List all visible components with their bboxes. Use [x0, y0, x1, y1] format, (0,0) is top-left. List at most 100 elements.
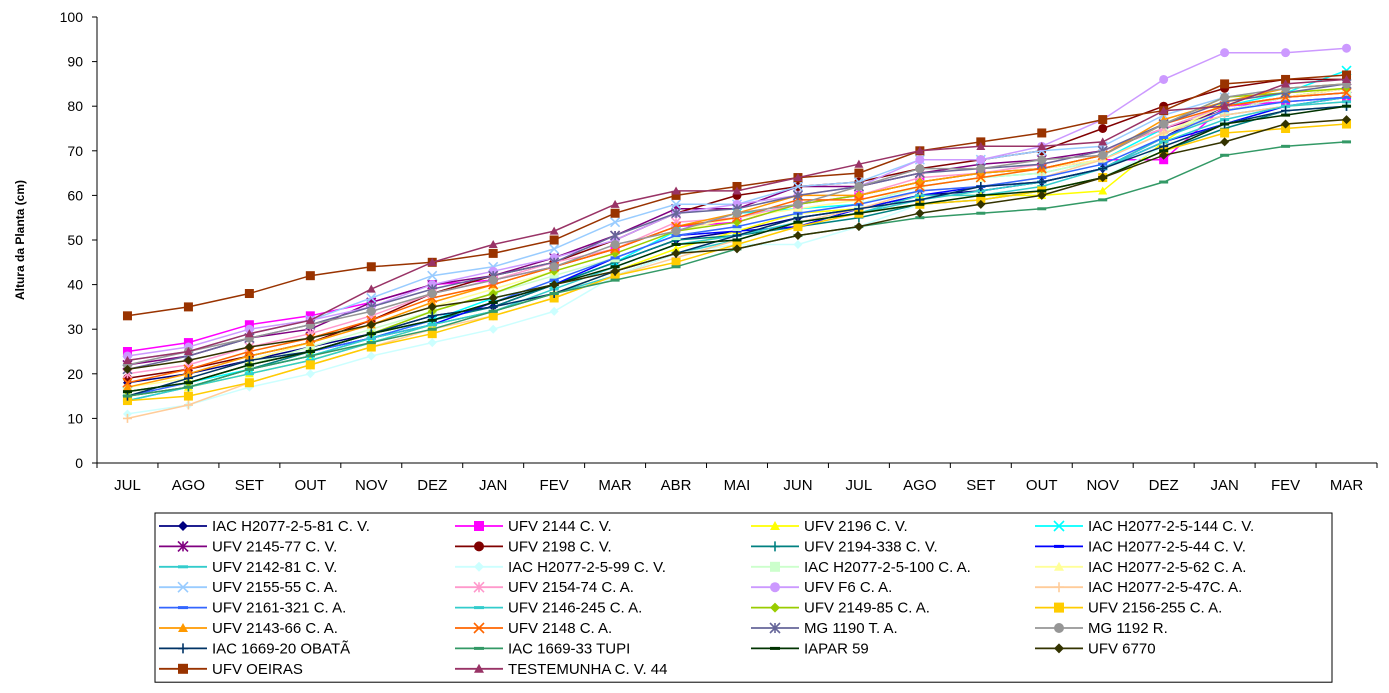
data-point: [976, 155, 986, 165]
y-tick-label: 20: [67, 366, 83, 382]
data-point: [1037, 190, 1047, 200]
data-point: [183, 400, 193, 410]
data-point: [244, 363, 254, 367]
data-point: [183, 369, 193, 378]
legend-marker: [770, 646, 780, 650]
data-point: [670, 208, 682, 219]
data-point: [854, 159, 864, 168]
data-point: [732, 186, 742, 195]
x-tick-label: MAR: [598, 477, 632, 494]
data-point: [1159, 150, 1169, 160]
legend-label: UFV 2156-255 C. A.: [1088, 600, 1222, 617]
legend-marker: [177, 581, 189, 593]
data-point: [1220, 101, 1230, 110]
legend-marker: [474, 606, 484, 610]
data-point: [1220, 48, 1230, 58]
data-point: [976, 181, 986, 191]
legend-item: UFV 2148 C. A.: [455, 620, 612, 637]
data-point: [122, 355, 132, 365]
data-point: [427, 329, 437, 339]
legend-label: IAC 1669-20 OBATÃ: [212, 640, 350, 657]
series-29: [122, 70, 1352, 321]
data-point: [1098, 150, 1108, 160]
legend-item: IAC H2077-2-5-47C. A.: [1035, 579, 1242, 596]
legend-item: IAC H2077-2-5-44 C. V.: [1035, 538, 1246, 555]
data-point: [793, 231, 803, 241]
data-point: [1342, 74, 1352, 84]
data-point: [305, 315, 315, 324]
legend-marker: [770, 521, 780, 530]
legend-label: UFV 2144 C. V.: [508, 518, 612, 535]
legend-item: UFV 2144 C. V.: [455, 518, 612, 535]
x-tick-label: SET: [235, 477, 264, 494]
data-point: [671, 265, 681, 269]
x-tick-label: OUT: [1026, 477, 1058, 494]
legend-item: UFV 2145-77 C. V.: [159, 538, 337, 555]
legend-label: IAC H2077-2-5-144 C. V.: [1088, 518, 1254, 535]
legend-label: IAC H2077-2-5-99 C. V.: [508, 559, 666, 576]
legend-marker: [769, 622, 781, 634]
data-point: [1220, 109, 1230, 113]
data-point: [427, 257, 437, 266]
y-tick-label: 30: [67, 321, 83, 337]
data-point: [1159, 106, 1169, 115]
legend-label: IAC H2077-2-5-44 C. V.: [1088, 538, 1246, 555]
legend-label: IAC H2077-2-5-62 C. A.: [1088, 559, 1246, 576]
data-point: [366, 320, 376, 330]
data-point: [366, 351, 376, 361]
x-tick-label: MAI: [724, 477, 751, 494]
x-tick-label: JAN: [479, 477, 507, 494]
data-point: [1098, 115, 1108, 125]
data-point: [549, 226, 559, 235]
data-point: [610, 239, 620, 249]
data-point: [976, 164, 986, 174]
data-point: [122, 377, 133, 388]
data-point: [914, 181, 925, 192]
data-point: [1281, 48, 1291, 58]
legend-item: UFV 2154-74 C. A.: [455, 579, 634, 596]
data-point: [122, 382, 132, 391]
legend-label: UFV 2148 C. A.: [508, 620, 612, 637]
legend-marker: [473, 622, 485, 634]
data-point: [915, 146, 925, 155]
x-tick-label: FEV: [1271, 477, 1300, 494]
legend-marker: [1054, 544, 1064, 548]
data-point: [244, 329, 254, 338]
legend: IAC H2077-2-5-81 C. V. UFV 2144 C. V. UFV …: [154, 512, 1333, 683]
data-point: [976, 211, 986, 215]
data-point: [305, 360, 315, 370]
x-tick-label: MAR: [1330, 477, 1364, 494]
data-point: [1159, 74, 1169, 84]
legend-item: UFV 6770: [1035, 640, 1156, 657]
data-point: [610, 230, 621, 241]
data-point: [976, 193, 986, 197]
data-point: [915, 208, 925, 218]
legend-label: UFV 2155-55 C. A.: [212, 579, 338, 596]
data-point: [366, 342, 376, 352]
data-point: [976, 141, 986, 150]
y-tick-label: 70: [67, 143, 83, 159]
legend-marker: [178, 643, 188, 654]
data-point: [427, 270, 438, 281]
data-point: [792, 190, 804, 201]
legend-marker: [474, 646, 484, 650]
data-point: [610, 266, 620, 276]
data-point: [549, 235, 559, 245]
legend-item: IAC 1669-33 TUPI: [455, 640, 630, 657]
series-layer: [122, 43, 1352, 423]
legend-marker: [474, 521, 484, 531]
legend-item: UFV 2156-255 C. A.: [1035, 600, 1222, 617]
data-point: [244, 342, 254, 352]
data-point: [122, 394, 132, 398]
legend-item: UFV 2155-55 C. A.: [159, 579, 338, 596]
y-tick-label: 90: [67, 54, 83, 70]
data-point: [671, 226, 681, 236]
legend-item: UFV 2142-81 C. V.: [159, 559, 337, 576]
data-point: [1281, 79, 1291, 88]
legend-marker: [770, 541, 780, 552]
data-point: [793, 173, 803, 182]
data-point: [183, 364, 194, 375]
data-point: [915, 164, 925, 174]
data-point: [793, 222, 803, 232]
data-point: [488, 239, 498, 249]
